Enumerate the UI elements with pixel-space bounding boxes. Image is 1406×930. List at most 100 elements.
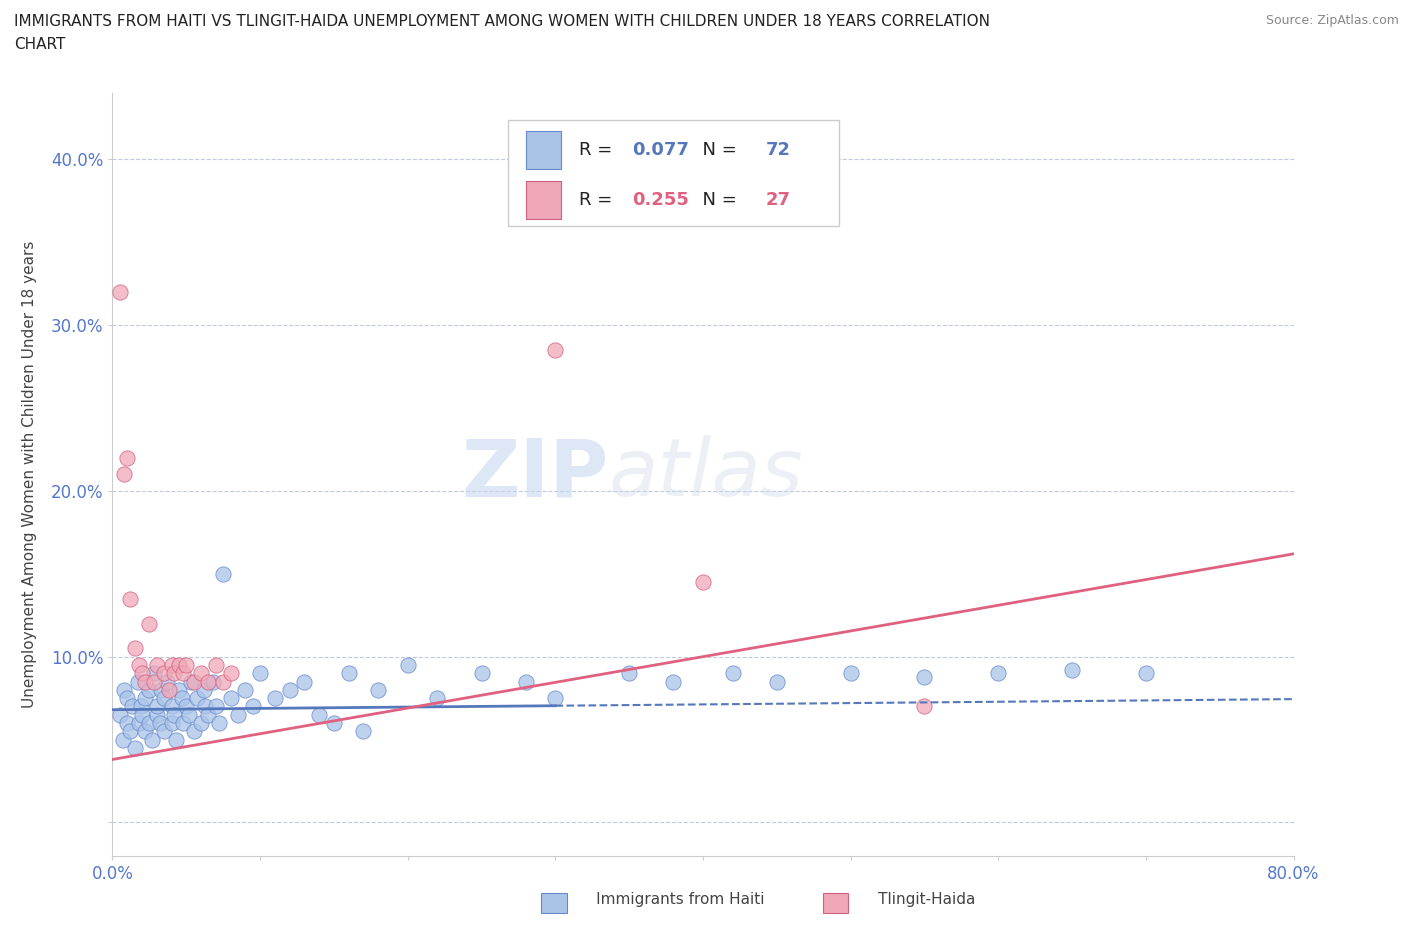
Text: N =: N =: [692, 141, 742, 159]
Point: [367, 683, 389, 698]
Point: [352, 724, 374, 738]
Text: Immigrants from Haiti: Immigrants from Haiti: [562, 892, 765, 907]
Y-axis label: Unemployment Among Women with Children Under 18 years: Unemployment Among Women with Children U…: [22, 241, 37, 708]
Point: [193, 683, 215, 698]
Text: R =: R =: [579, 141, 619, 159]
Point: [134, 691, 156, 706]
Text: 27: 27: [766, 191, 790, 208]
Point: [914, 699, 936, 714]
Point: [208, 715, 231, 730]
Point: [1135, 666, 1157, 681]
Point: [131, 666, 153, 681]
Point: [201, 674, 224, 689]
Text: CHART: CHART: [14, 37, 66, 52]
Point: [134, 674, 156, 689]
Point: [515, 674, 537, 689]
Text: ZIP: ZIP: [461, 435, 609, 513]
FancyBboxPatch shape: [508, 120, 839, 227]
Point: [170, 691, 193, 706]
Point: [138, 683, 160, 698]
Point: [226, 707, 249, 722]
Point: [146, 699, 169, 714]
Point: [138, 616, 160, 631]
Text: R =: R =: [579, 191, 619, 208]
Point: [138, 715, 160, 730]
Point: [194, 699, 217, 714]
Point: [721, 666, 744, 681]
Point: [160, 699, 183, 714]
Point: [128, 658, 150, 672]
Text: 0.077: 0.077: [633, 141, 689, 159]
Text: Tlingit-Haida: Tlingit-Haida: [844, 892, 974, 907]
Text: Source: ZipAtlas.com: Source: ZipAtlas.com: [1265, 14, 1399, 27]
Point: [1062, 662, 1084, 677]
Text: IMMIGRANTS FROM HAITI VS TLINGIT-HAIDA UNEMPLOYMENT AMONG WOMEN WITH CHILDREN UN: IMMIGRANTS FROM HAITI VS TLINGIT-HAIDA U…: [14, 14, 990, 29]
Point: [142, 674, 165, 689]
Point: [337, 666, 360, 681]
Point: [108, 707, 131, 722]
Point: [544, 691, 567, 706]
Point: [129, 699, 152, 714]
Point: [120, 724, 142, 738]
Point: [112, 467, 135, 482]
Point: [292, 674, 315, 689]
Point: [212, 674, 235, 689]
Point: [117, 715, 138, 730]
Point: [141, 732, 163, 747]
Point: [190, 666, 212, 681]
Point: [323, 715, 346, 730]
Point: [839, 666, 862, 681]
Point: [212, 566, 235, 581]
Point: [180, 674, 202, 689]
Point: [153, 666, 176, 681]
Point: [163, 666, 186, 681]
Point: [190, 715, 212, 730]
Point: [167, 658, 190, 672]
Point: [197, 707, 219, 722]
Point: [128, 715, 150, 730]
Point: [470, 666, 494, 681]
Point: [174, 699, 197, 714]
Point: [233, 683, 256, 698]
Point: [249, 666, 271, 681]
FancyBboxPatch shape: [526, 131, 561, 169]
Point: [179, 707, 201, 722]
Point: [124, 740, 146, 755]
Point: [219, 666, 242, 681]
Text: 72: 72: [766, 141, 790, 159]
Point: [544, 342, 567, 357]
Point: [112, 683, 135, 698]
Point: [160, 715, 183, 730]
Point: [149, 715, 172, 730]
Point: [172, 666, 194, 681]
Point: [197, 674, 219, 689]
Point: [219, 691, 242, 706]
Point: [157, 683, 180, 698]
Point: [146, 658, 169, 672]
Point: [142, 666, 165, 681]
FancyBboxPatch shape: [526, 180, 561, 219]
Point: [124, 641, 146, 656]
Point: [163, 707, 186, 722]
Point: [205, 658, 228, 672]
Point: [153, 691, 176, 706]
Point: [153, 724, 176, 738]
Point: [150, 683, 173, 698]
Point: [165, 732, 187, 747]
Point: [127, 674, 149, 689]
Point: [662, 674, 685, 689]
Point: [156, 674, 179, 689]
Point: [692, 575, 714, 590]
Point: [278, 683, 301, 698]
Point: [183, 674, 205, 689]
Point: [205, 699, 228, 714]
Point: [987, 666, 1010, 681]
Point: [111, 732, 134, 747]
Point: [134, 724, 156, 738]
Point: [167, 683, 190, 698]
Text: atlas: atlas: [609, 435, 803, 513]
Text: 0.255: 0.255: [633, 191, 689, 208]
Text: N =: N =: [692, 191, 742, 208]
Point: [172, 715, 194, 730]
Point: [174, 658, 197, 672]
